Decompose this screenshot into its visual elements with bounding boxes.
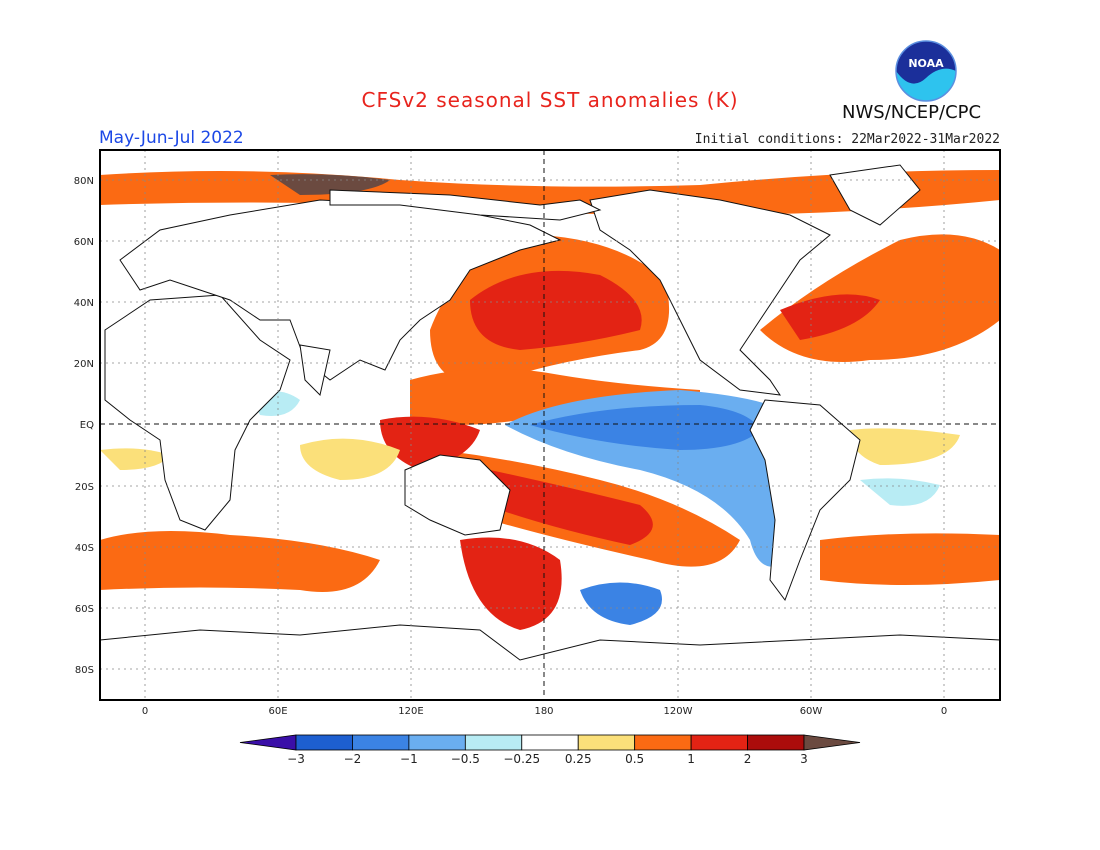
colorbar-label: −3 [287,752,305,766]
colorbar-label: −0.5 [451,752,480,766]
logo-text: NOAA [908,57,944,70]
colorbar-label: 2 [744,752,752,766]
initial-conditions-label: Initial conditions: 22Mar2022-31Mar2022 [694,132,1000,147]
south-america-landmass [749,399,861,602]
siberia-landmass [329,189,602,221]
colorbar-swatch [577,734,636,751]
grid-lines [100,150,1000,700]
lon-tick: 120W [664,706,693,717]
colorbar-swatch [634,734,692,751]
lon-tick: 0 [941,706,947,717]
lat-tick: 60S [75,604,94,615]
colorbar-label: −0.25 [503,752,540,766]
lat-axis: 80N 60N 40N 20N EQ 20S 40S 60S 80S [74,176,94,676]
lon-tick: 0 [142,706,148,717]
anomaly-fields [100,170,1000,630]
agency-label: NWS/NCEP/CPC [842,102,982,123]
lat-tick: 80N [74,176,94,187]
colorbar-label: 0.25 [565,752,592,766]
colorbar-label: 1 [687,752,695,766]
map-frame [99,149,1001,701]
colorbar-swatch [747,734,805,751]
north-america-landmass [589,189,831,396]
colorbar-label: 0.5 [625,752,644,766]
map-title: CFSv2 seasonal SST anomalies (K) [361,88,739,112]
colorbar: −3 −2 −1 −0.5 −0.25 0.25 0.5 1 2 3 [239,734,861,766]
colorbar-min-triangle [239,734,297,751]
colorbar-max-triangle [803,734,861,751]
greenland-landmass [829,164,921,226]
colorbar-swatch [690,734,748,751]
lat-tick: 60N [74,237,94,248]
lon-tick: 180 [534,706,553,717]
lat-tick: EQ [80,420,94,431]
colorbar-label: 3 [800,752,808,766]
colorbar-swatch [295,734,353,751]
land-masses [99,164,1001,701]
noaa-logo-icon: NOAA [895,40,957,102]
colorbar-swatch [352,734,410,751]
colorbar-swatch [464,734,523,751]
lat-tick: 20S [75,482,94,493]
colorbar-swatch [408,734,466,751]
season-label: May-Jun-Jul 2022 [99,128,244,148]
lon-axis: 0 60E 120E 180 120W 60W 0 [142,706,947,717]
lat-tick: 20N [74,359,94,370]
lat-tick: 40N [74,298,94,309]
africa-landmass [104,294,291,531]
india-landmass [299,344,331,396]
lon-tick: 60W [800,706,823,717]
colorbar-label: −2 [344,752,362,766]
colorbar-swatch [521,734,579,751]
lat-tick: 40S [75,543,94,554]
colorbar-label: −1 [400,752,418,766]
lon-tick: 120E [398,706,423,717]
australia-landmass [404,454,511,536]
lon-tick: 60E [268,706,287,717]
lat-tick: 80S [75,665,94,676]
